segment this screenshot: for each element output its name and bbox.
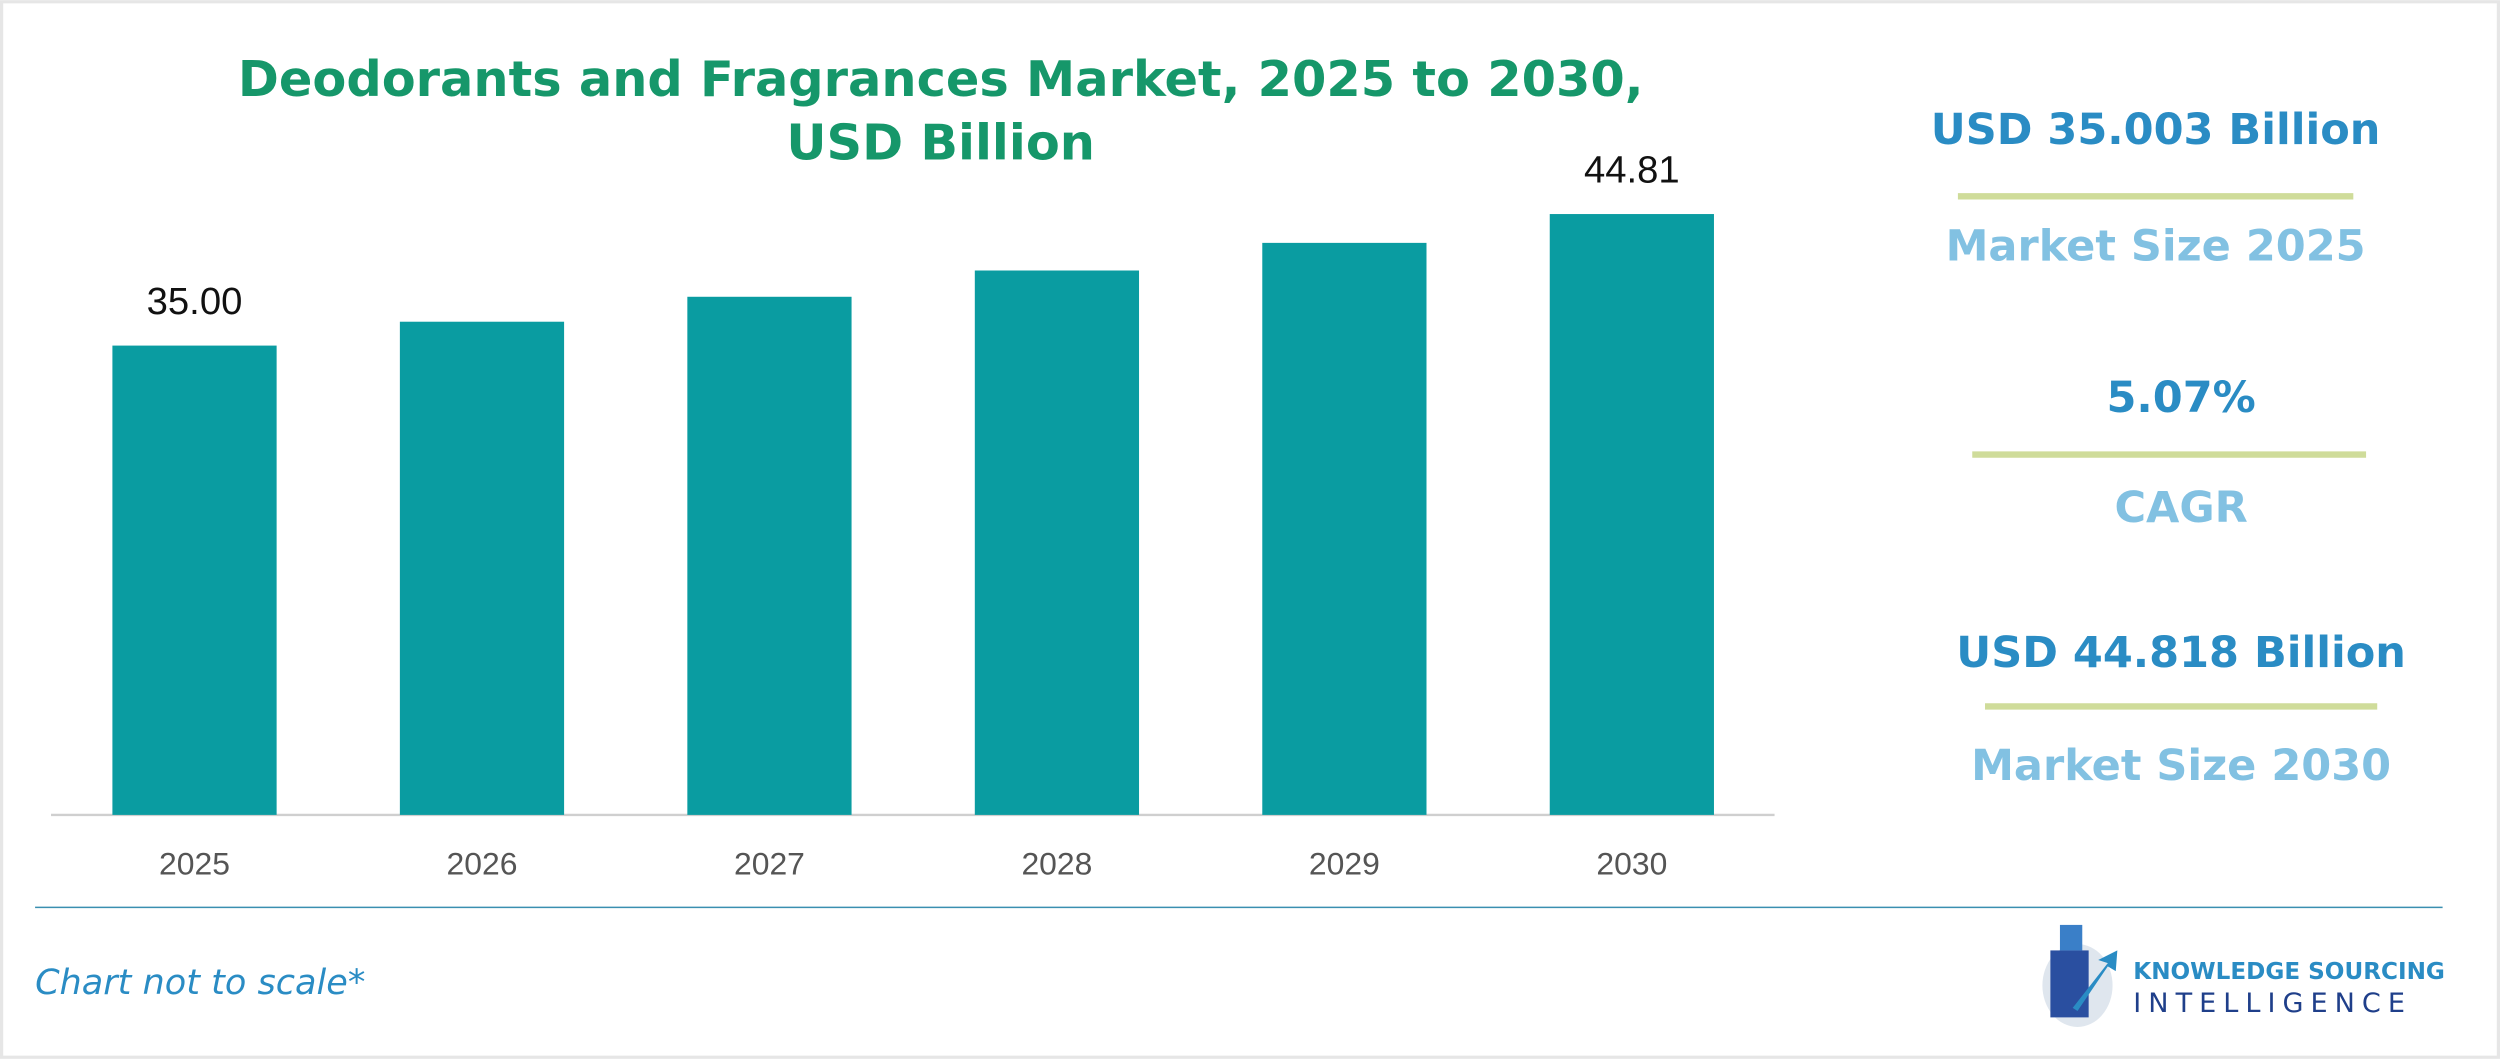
title-box: Deodorants and Fragrances Market, 2025 t… [237,51,1644,173]
bar [112,345,277,815]
logo-text: KNOWLEDGE SOURCING [2133,959,2445,985]
chart-title: Deodorants and Fragrances Market, 2025 t… [237,51,1644,173]
x-tick-label: 2025 [159,845,230,881]
x-tick-label: 2028 [1021,845,1092,881]
logo-icon [2072,950,2118,1012]
bar [687,296,852,815]
summary-figure: USD 35.003 Billion [1931,105,2381,155]
bar [974,270,1140,815]
logo-icon [2050,950,2089,1018]
x-tick-label: 2027 [734,845,805,881]
bar [1549,214,1714,815]
x-tick-label: 2026 [447,845,518,881]
x-tick-label: 2029 [1309,845,1380,881]
logo-icon [2059,924,2083,951]
bar [1262,242,1427,815]
summary-caption: Market Size 2025 [1946,221,2366,271]
logo: KNOWLEDGE SOURCING INTELLIGENCE [2042,924,2445,1027]
data-label: 35.00 [147,280,243,323]
footnote: Chart not to scale* [35,962,365,1003]
summary-figure: USD 44.818 Billion [1956,628,2406,678]
logo-text: INTELLIGENCE [2133,988,2412,1019]
bar [399,321,565,815]
x-tick-label: 2030 [1596,845,1667,881]
data-label: 44.81 [1584,149,1680,192]
summary-caption: CAGR [2114,483,2247,533]
summary-figure: 5.07% [2106,373,2255,423]
summary-caption: Market Size 2030 [1971,741,2391,791]
